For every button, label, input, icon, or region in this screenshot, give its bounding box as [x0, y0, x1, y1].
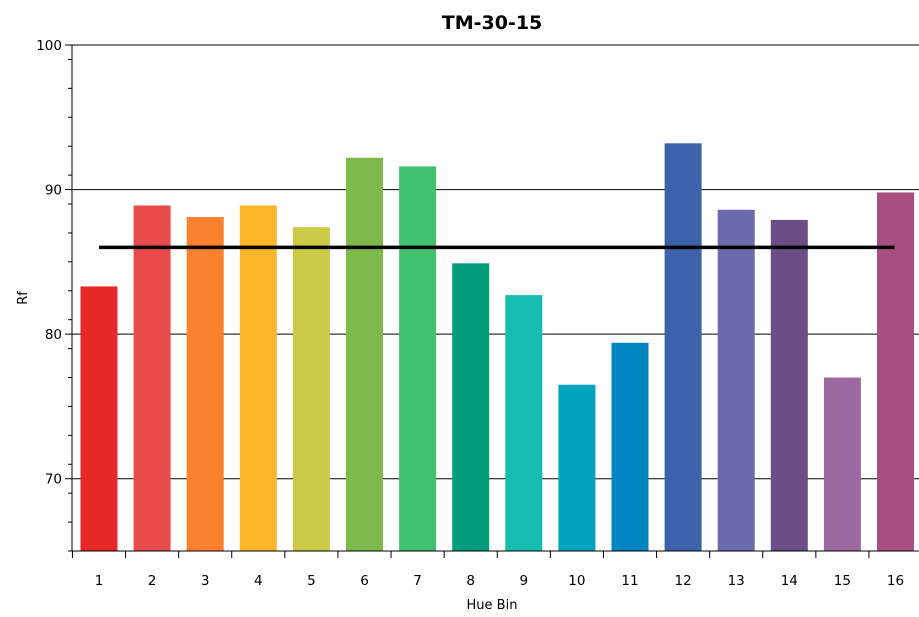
x-tick-label: 2	[148, 573, 157, 589]
bar	[664, 143, 702, 551]
bar	[292, 227, 330, 551]
x-tick-label: 6	[360, 573, 369, 589]
x-tick-label: 7	[413, 573, 422, 589]
x-tick-label: 9	[520, 573, 529, 589]
bar	[133, 205, 171, 551]
y-tick-label: 90	[45, 183, 62, 199]
bar	[770, 219, 808, 551]
y-axis-ticks: 70 80 90 100	[36, 38, 72, 552]
x-tick-label: 11	[621, 573, 638, 589]
axes	[71, 45, 919, 552]
bar	[80, 286, 118, 551]
y-axis-label: Rf	[16, 291, 31, 305]
x-tick-label: 13	[728, 573, 745, 589]
y-tick-label: 100	[36, 38, 62, 54]
bar	[717, 209, 755, 551]
x-axis-ticks: 1 2 3 4 5 6 7 8 9 10 11 12 13 14 15 16	[71, 551, 904, 589]
x-tick-label: 1	[95, 573, 104, 589]
bar	[505, 295, 543, 551]
bar	[452, 263, 490, 551]
x-tick-label: 15	[834, 573, 851, 589]
bar	[611, 342, 649, 551]
x-tick-label: 12	[675, 573, 692, 589]
x-tick-label: 14	[781, 573, 798, 589]
x-tick-label: 10	[568, 573, 585, 589]
bar	[399, 166, 437, 551]
x-tick-label: 16	[887, 573, 904, 589]
x-tick-label: 8	[466, 573, 475, 589]
bar	[186, 217, 224, 552]
bar	[823, 377, 861, 551]
bar	[558, 384, 596, 551]
x-tick-label: 3	[201, 573, 210, 589]
bar	[346, 157, 383, 551]
bar	[877, 192, 914, 551]
bars	[80, 143, 914, 552]
x-tick-label: 5	[307, 573, 316, 589]
x-tick-label: 4	[254, 573, 263, 589]
bar	[239, 205, 277, 551]
x-axis-label: Hue Bin	[467, 598, 518, 613]
y-tick-label: 80	[45, 327, 62, 343]
y-tick-label: 70	[45, 472, 62, 488]
chart-title: TM-30-15	[442, 12, 543, 34]
